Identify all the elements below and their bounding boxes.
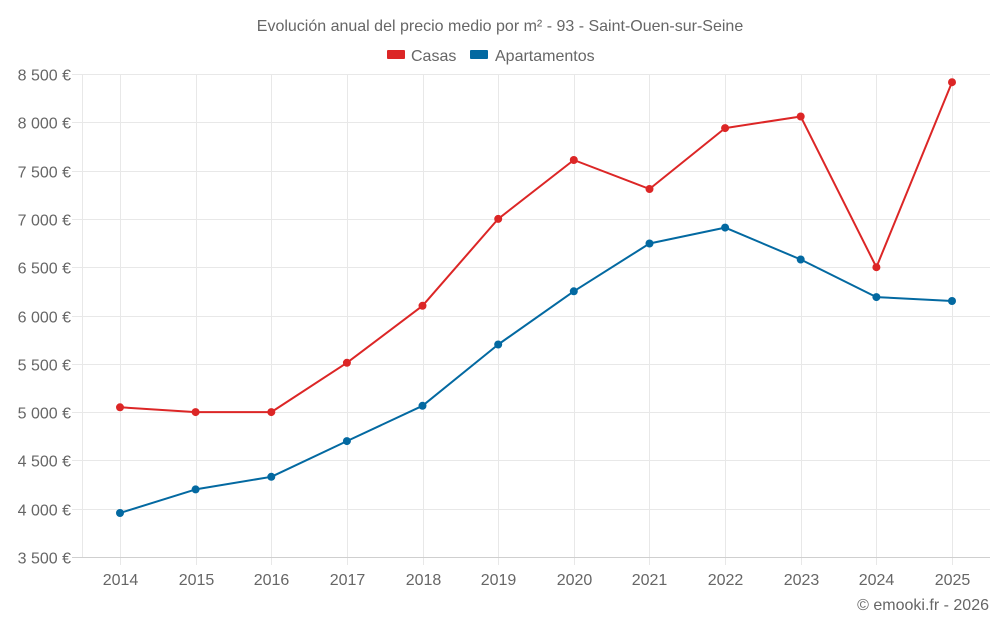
legend-label-casas: Casas xyxy=(411,48,456,65)
data-point-apartamentos[interactable] xyxy=(418,401,427,410)
data-point-apartamentos[interactable] xyxy=(191,485,200,494)
data-point-casas[interactable] xyxy=(191,408,200,417)
x-tick-label: 2024 xyxy=(859,572,895,589)
data-point-apartamentos[interactable] xyxy=(116,509,124,517)
x-tick-label: 2015 xyxy=(179,572,215,589)
data-point-casas[interactable] xyxy=(948,78,956,87)
series-casas xyxy=(116,78,956,417)
data-point-casas[interactable] xyxy=(796,112,805,121)
y-tick-label: 8 000 € xyxy=(18,116,71,133)
x-tick-label: 2023 xyxy=(784,572,820,589)
series-line-apartamentos xyxy=(119,226,953,514)
data-point-casas[interactable] xyxy=(569,156,578,164)
data-point-casas[interactable] xyxy=(721,124,730,133)
x-tick-label: 2016 xyxy=(254,572,290,589)
data-point-casas[interactable] xyxy=(418,301,427,310)
y-tick-label: 5 500 € xyxy=(18,358,71,375)
data-point-casas[interactable] xyxy=(872,263,881,272)
y-gridlines xyxy=(72,74,990,510)
y-tick-label: 8 500 € xyxy=(18,68,71,85)
data-point-apartamentos[interactable] xyxy=(948,297,956,305)
data-point-apartamentos[interactable] xyxy=(342,437,351,446)
credit-text: © emooki.fr - 2026 xyxy=(857,597,989,614)
x-tick-label: 2017 xyxy=(330,572,366,589)
y-tick-label: 4 500 € xyxy=(18,454,71,471)
x-axis-labels: 2014 2015 2016 2017 2018 2019 2020 2021 2022 2023… xyxy=(103,572,971,589)
chart-title: Evolución anual del precio medio por m² … xyxy=(257,18,744,35)
x-tick-label: 2025 xyxy=(935,572,971,589)
data-point-casas[interactable] xyxy=(342,358,351,367)
y-tick-label: 5 000 € xyxy=(18,406,71,423)
y-tick-label: 6 000 € xyxy=(18,310,71,327)
y-tick-label: 7 500 € xyxy=(18,165,71,182)
series-group xyxy=(116,78,956,517)
x-tick-label: 2022 xyxy=(708,572,744,589)
x-tick-label: 2018 xyxy=(406,572,442,589)
data-point-apartamentos[interactable] xyxy=(569,287,578,296)
data-point-casas[interactable] xyxy=(116,403,124,412)
y-axis-labels: 3 500 € 4 000 € 4 500 € 5 000 € 5 500 € 6 000… xyxy=(18,68,71,568)
x-tick-label: 2020 xyxy=(557,572,593,589)
data-point-casas[interactable] xyxy=(494,214,503,223)
x-tick-label: 2021 xyxy=(632,572,668,589)
data-point-apartamentos[interactable] xyxy=(267,472,276,481)
legend-swatch-casas xyxy=(387,50,405,59)
legend-swatch-apartamentos xyxy=(470,50,488,59)
x-tick-label: 2014 xyxy=(103,572,139,589)
series-apartamentos xyxy=(116,223,956,517)
legend: Casas Apartamentos xyxy=(387,48,595,65)
y-tick-label: 7 000 € xyxy=(18,213,71,230)
legend-item-apartamentos[interactable]: Apartamentos xyxy=(470,48,595,65)
y-tick-label: 4 000 € xyxy=(18,503,71,520)
x-gridlines xyxy=(82,74,953,565)
data-point-casas[interactable] xyxy=(267,408,276,417)
legend-label-apartamentos: Apartamentos xyxy=(495,48,595,65)
data-point-apartamentos[interactable] xyxy=(494,340,503,349)
y-tick-label: 3 500 € xyxy=(18,551,71,568)
x-tick-label: 2019 xyxy=(481,572,517,589)
series-line-casas xyxy=(119,81,953,414)
data-point-apartamentos[interactable] xyxy=(721,223,730,232)
legend-item-casas[interactable]: Casas xyxy=(387,48,456,65)
data-point-apartamentos[interactable] xyxy=(872,293,881,302)
data-point-casas[interactable] xyxy=(645,185,654,193)
data-point-apartamentos[interactable] xyxy=(645,239,654,248)
data-point-apartamentos[interactable] xyxy=(796,255,805,264)
y-tick-label: 6 500 € xyxy=(18,261,71,278)
